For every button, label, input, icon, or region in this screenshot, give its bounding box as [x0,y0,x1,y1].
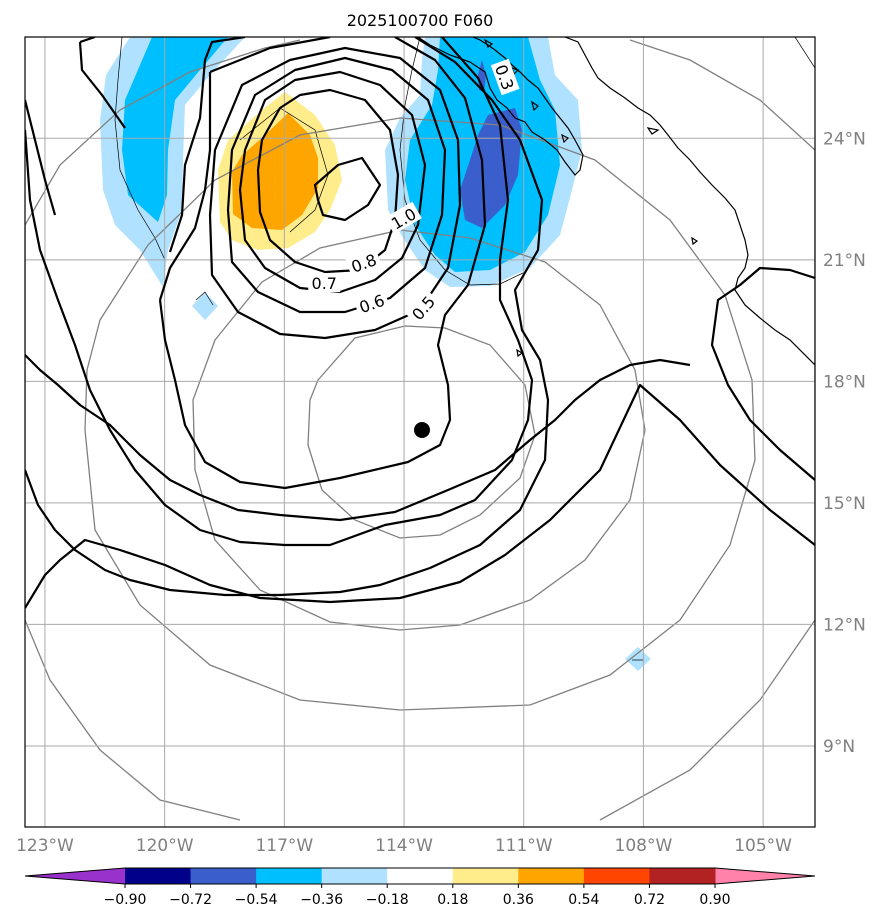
distance-rings [25,39,815,821]
contour-0.7 [226,56,447,314]
colorbar-segment [518,868,585,884]
coastline-islet-5 [691,236,699,246]
contour-label-bg [405,289,441,326]
colorbar-segment [256,868,323,884]
contour-nw-stub-2 [25,99,57,216]
fill-blue-nw [122,37,228,222]
chart-title: 2025100700 F060 [347,11,494,30]
lat-tick-label: 9°N [823,737,855,757]
coastline-islet-1 [483,38,494,48]
lat-tick-label: 21°N [823,251,866,271]
contour-0.4 [25,37,534,547]
coastline-islet-6 [516,348,524,358]
lon-tick-label: 117°W [255,836,313,856]
longitude-tick-labels: 123°W 120°W 117°W 114°W 111°W 108°W 105°W [16,836,792,856]
colorbar-segment [649,868,716,884]
contour-label: 0.7 [312,274,337,293]
lon-tick-label: 114°W [375,836,433,856]
contour-0.8 [238,70,427,294]
colorbar: −0.90 −0.72 −0.54 −0.36 −0.18 0.18 0.36 0.54 0.7… [24,867,816,908]
contour-0.3-east [710,266,815,481]
coastline-islet-7 [646,127,660,135]
contour-0.3 [25,37,691,597]
colorbar-tick-label: −0.36 [300,892,343,908]
colorbar-tick-label: −0.54 [235,892,278,908]
ring-4 [25,39,815,226]
ring-2 [192,229,646,631]
colorbar-tick-label: −0.90 [104,892,147,908]
contour-label-bg [490,58,520,96]
colorbar-tick-label: 0.72 [634,892,665,908]
contour-1.0 [313,156,382,222]
ring-4-bottom [25,619,815,821]
colorbar-tick-label: 0.90 [699,892,730,908]
colorbar-segment [125,868,192,884]
contour-label-bg [384,201,422,235]
ring-3 [84,117,756,711]
contour-0.2 [25,383,815,609]
latitude-tick-labels: 24°N 21°N 18°N 15°N 12°N 9°N [823,129,866,757]
lat-tick-label: 18°N [823,372,866,392]
contour-0.5-west [158,72,212,301]
colorbar-segment [321,868,388,884]
lon-tick-label: 120°W [136,836,194,856]
lat-tick-label: 15°N [823,494,866,514]
colorbar-segment [387,868,454,884]
map-frame [24,36,816,828]
colorbar-segment [583,868,650,884]
colorbar-tick-label: −0.18 [366,892,409,908]
coastline-islet-4 [561,133,570,144]
contour-label-bg [345,248,382,277]
lon-tick-label: 108°W [615,836,673,856]
ring-1 [307,325,536,539]
colorbar-tick-label: −0.72 [169,892,212,908]
colorbar-segment [452,868,519,884]
map-area [25,37,815,827]
colorbar-extend-high [715,868,815,884]
coastline-baja [417,37,584,176]
fill-orange [232,113,318,230]
contour-label-bg [353,288,390,318]
lon-tick-label: 105°W [734,836,792,856]
lat-tick-label: 24°N [823,129,866,149]
lon-tick-label: 111°W [495,836,553,856]
lat-tick-label: 12°N [823,615,866,635]
colorbar-tick-label: 0.54 [568,892,599,908]
colorbar-extend-low [25,868,125,884]
graticule-gridlines [25,37,815,827]
coastline-mainland [564,37,815,366]
contour-nw-stub [78,37,126,129]
contour-label-bg [308,273,341,293]
contour-lines [25,37,815,609]
fill-speck-1 [192,292,218,320]
storm-center-marker [413,421,430,438]
contour-label-group: 0.7 [308,273,341,293]
coastline [417,37,815,366]
colorbar-tick-label: 0.36 [503,892,534,908]
colorbar-segment [190,868,257,884]
lon-tick-label: 123°W [16,836,74,856]
fill-speck-2 [625,647,651,671]
shaded-anomaly-fills [100,37,651,671]
colorbar-tick-label: 0.18 [437,892,468,908]
coastline-islet-3 [531,100,539,112]
contour-0.5 [158,37,487,490]
